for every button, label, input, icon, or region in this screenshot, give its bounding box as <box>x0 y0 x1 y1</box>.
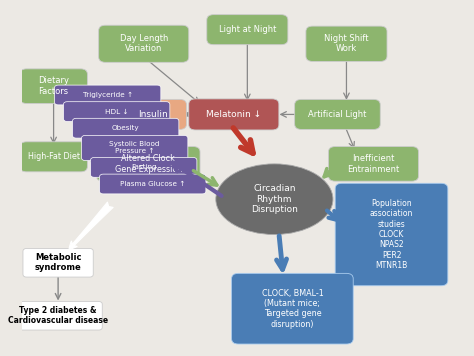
FancyBboxPatch shape <box>295 99 380 130</box>
FancyBboxPatch shape <box>55 85 161 105</box>
Text: Population
association
studies
CLOCK
NPAS2
PER2
MTNR1B: Population association studies CLOCK NPA… <box>370 199 413 270</box>
FancyBboxPatch shape <box>100 174 206 194</box>
FancyBboxPatch shape <box>91 157 197 177</box>
Text: Day Length
Variation: Day Length Variation <box>119 34 168 53</box>
Text: Artificial Light: Artificial Light <box>308 110 366 119</box>
Text: Obesity: Obesity <box>112 125 139 131</box>
FancyBboxPatch shape <box>23 248 93 277</box>
Text: Melatonin ↓: Melatonin ↓ <box>206 110 261 119</box>
FancyBboxPatch shape <box>232 273 353 344</box>
Text: Insulin: Insulin <box>138 110 168 119</box>
Text: Type 2 diabetes &
Cardiovascular disease: Type 2 diabetes & Cardiovascular disease <box>8 306 108 325</box>
FancyBboxPatch shape <box>207 15 288 44</box>
FancyBboxPatch shape <box>64 102 170 121</box>
Text: CLOCK, BMAL-1
(Mutant mice;
Targeted gene
disruption): CLOCK, BMAL-1 (Mutant mice; Targeted gen… <box>262 289 323 329</box>
Text: High-Fat Diet: High-Fat Diet <box>27 152 80 161</box>
Text: Night Shift
Work: Night Shift Work <box>324 34 369 53</box>
FancyBboxPatch shape <box>73 118 179 138</box>
FancyBboxPatch shape <box>306 26 387 62</box>
Text: Light at Night: Light at Night <box>219 25 276 34</box>
FancyBboxPatch shape <box>119 99 186 130</box>
Text: Inefficient
Entrainment: Inefficient Entrainment <box>347 154 400 174</box>
FancyBboxPatch shape <box>335 183 448 286</box>
Text: Metabolic
syndrome: Metabolic syndrome <box>35 253 82 272</box>
Text: HDL ↓: HDL ↓ <box>105 109 128 115</box>
Text: Plasma Glucose ↑: Plasma Glucose ↑ <box>120 181 185 187</box>
Ellipse shape <box>216 164 333 235</box>
Text: Fasting: Fasting <box>131 164 156 171</box>
FancyBboxPatch shape <box>20 69 87 104</box>
FancyBboxPatch shape <box>328 147 419 181</box>
FancyBboxPatch shape <box>20 142 87 172</box>
FancyBboxPatch shape <box>14 302 102 330</box>
FancyBboxPatch shape <box>99 25 189 62</box>
Text: Altered Clock
Gene Expression: Altered Clock Gene Expression <box>115 154 182 174</box>
FancyBboxPatch shape <box>189 99 279 130</box>
FancyBboxPatch shape <box>96 147 200 181</box>
Text: Systolic Blood
Pressure ↑: Systolic Blood Pressure ↑ <box>109 141 160 155</box>
Text: Dietary
Factors: Dietary Factors <box>38 77 69 96</box>
Text: Circadian
Rhythm
Disruption: Circadian Rhythm Disruption <box>251 184 298 214</box>
Text: Triglyceride ↑: Triglyceride ↑ <box>82 92 133 98</box>
FancyBboxPatch shape <box>82 135 188 161</box>
